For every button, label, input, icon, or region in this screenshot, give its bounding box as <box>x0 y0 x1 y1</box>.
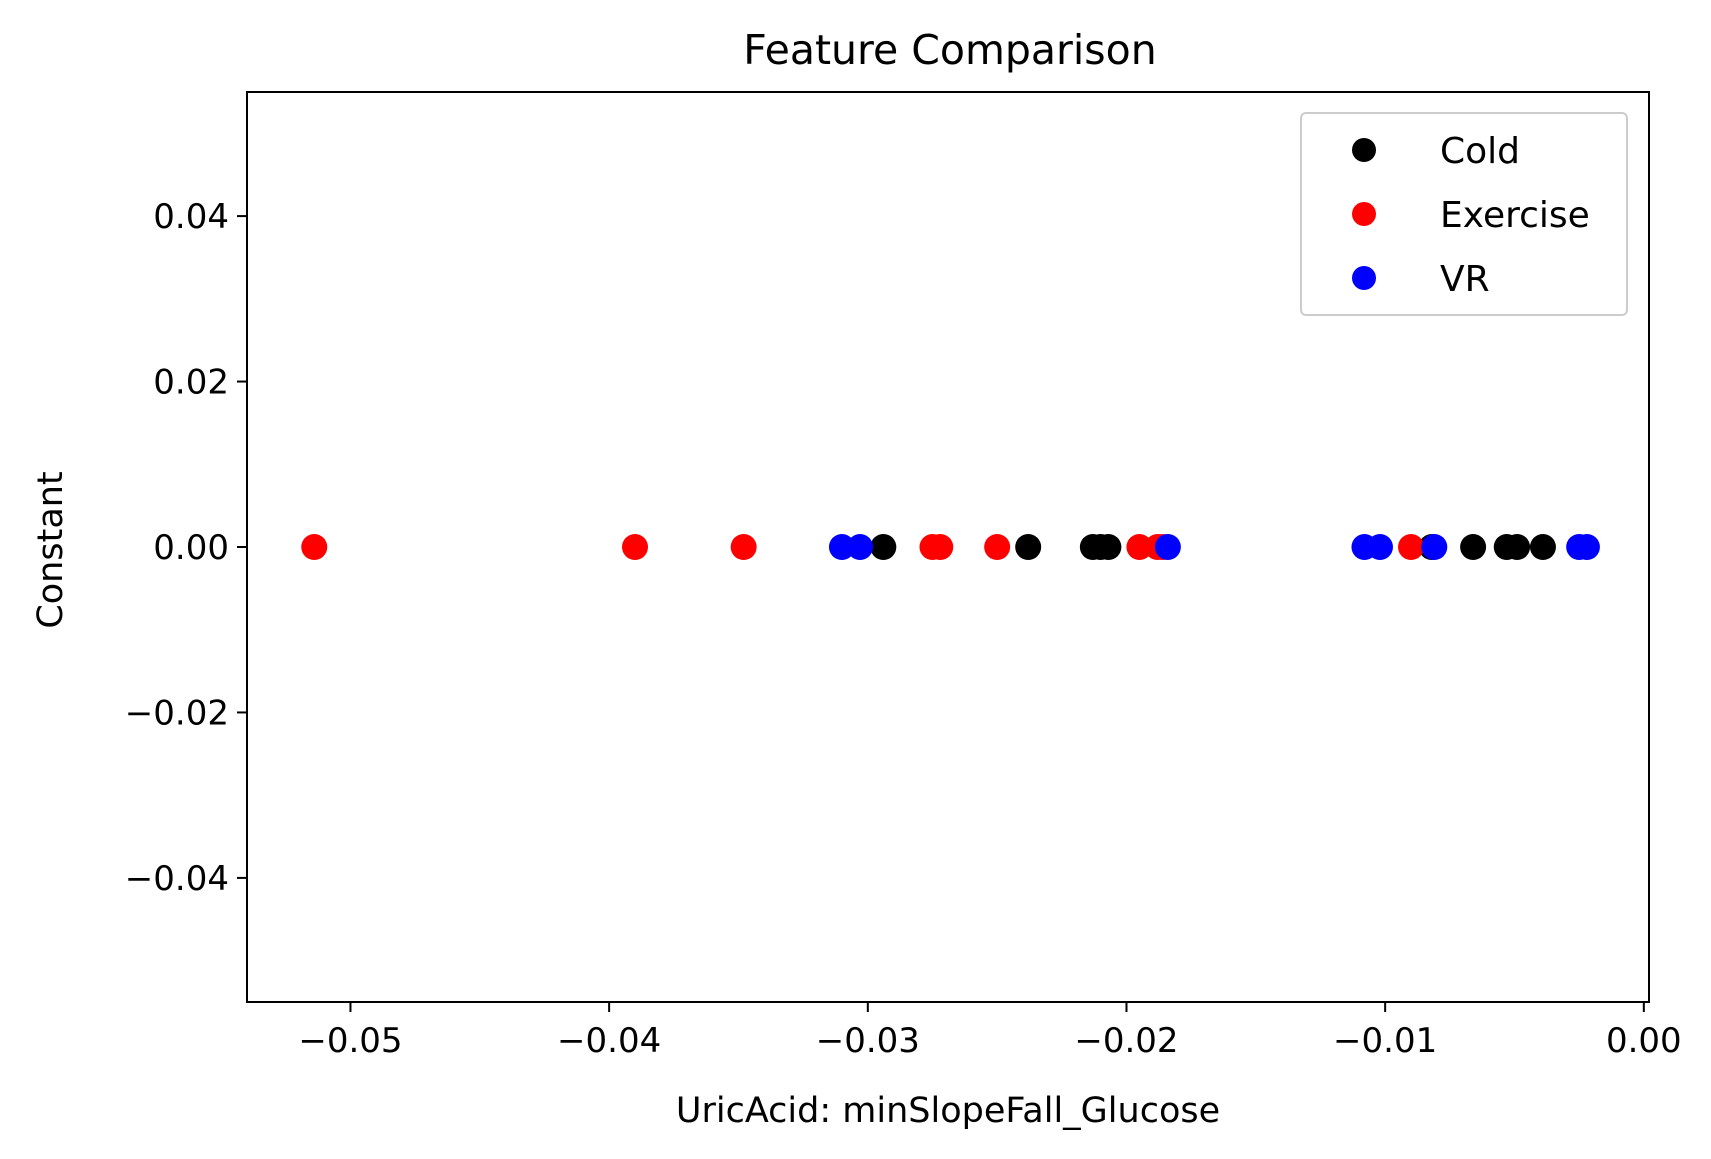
data-point-cold <box>870 534 897 560</box>
legend-label-exercise: Exercise <box>1440 195 1590 236</box>
legend: Cold Exercise VR <box>1300 112 1628 316</box>
y-axis-ticks: 0.04 0.02 0.00 −0.02 −0.04 <box>125 197 247 899</box>
legend-marker-cold <box>1352 138 1376 162</box>
y-tick-label: 0.04 <box>153 197 229 237</box>
x-tick-label: −0.02 <box>1074 1021 1178 1061</box>
y-tick-label: 0.00 <box>153 528 229 568</box>
x-tick-label: −0.01 <box>1333 1021 1437 1061</box>
y-tick-label: −0.02 <box>125 693 229 733</box>
data-point-cold <box>1529 534 1556 560</box>
data-point-vr <box>1573 534 1600 560</box>
data-point-exercise <box>1398 534 1425 560</box>
data-point-vr <box>1154 534 1181 560</box>
data-point-exercise <box>622 534 649 560</box>
data-point-exercise <box>927 534 954 560</box>
x-tick-label: −0.03 <box>816 1021 920 1061</box>
data-point-exercise <box>301 534 328 560</box>
data-points <box>301 534 1600 560</box>
legend-label-cold: Cold <box>1440 131 1520 172</box>
legend-box <box>1300 112 1628 316</box>
chart-title: Feature Comparison <box>743 26 1156 74</box>
y-tick-label: 0.02 <box>153 363 229 403</box>
x-tick-label: 0.00 <box>1606 1021 1682 1061</box>
data-point-cold <box>1015 534 1042 560</box>
x-axis-label: UricAcid: minSlopeFall_Glucose <box>676 1091 1220 1131</box>
legend-label-vr: VR <box>1440 259 1490 300</box>
data-point-vr <box>828 534 855 560</box>
y-tick-label: −0.04 <box>125 859 229 899</box>
data-point-vr <box>847 534 874 560</box>
data-point-exercise <box>984 534 1011 560</box>
x-tick-label: −0.04 <box>557 1021 661 1061</box>
plot-area-frame <box>246 91 1650 1003</box>
legend-marker-exercise <box>1352 202 1376 226</box>
data-point-vr <box>1366 534 1393 560</box>
data-point-exercise <box>730 534 757 560</box>
x-tick-label: −0.05 <box>298 1021 402 1061</box>
data-point-vr <box>1421 534 1448 560</box>
data-point-cold <box>1504 534 1531 560</box>
data-point-exercise <box>1126 534 1153 560</box>
data-point-cold <box>1460 534 1487 560</box>
x-axis-ticks: −0.05 −0.04 −0.03 −0.02 −0.01 0.00 <box>298 1002 1682 1061</box>
legend-marker-vr <box>1352 266 1376 290</box>
y-axis-label: Constant <box>31 471 71 628</box>
data-point-cold <box>1095 534 1122 560</box>
